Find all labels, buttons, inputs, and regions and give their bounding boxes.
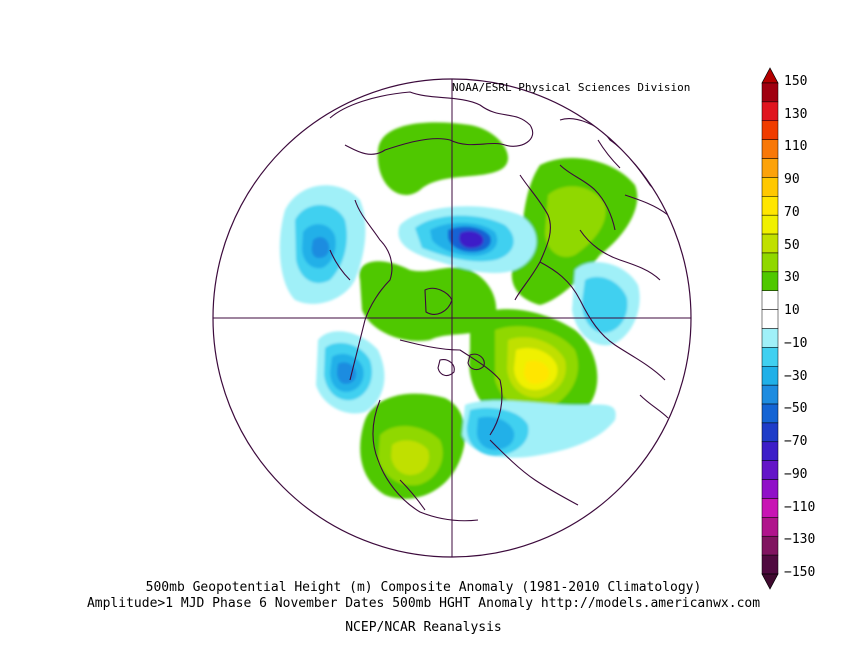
colorbar-swatch	[761, 366, 779, 386]
colorbar-swatch	[761, 422, 779, 443]
colorbar-swatch	[761, 177, 779, 197]
colorbar-tick-label: −130	[784, 532, 816, 548]
colorbar-swatch	[761, 233, 779, 254]
colorbar-swatch	[761, 498, 779, 518]
colorbar-swatch	[761, 384, 779, 405]
colorbar-tick-label: −110	[784, 499, 816, 515]
colorbar-swatch	[761, 479, 779, 499]
colorbar-tick-label: 70	[784, 204, 800, 220]
colorbar-tick-label: −10	[784, 335, 808, 351]
colorbar-swatch	[761, 120, 779, 140]
colorbar-tick-label: 150	[784, 74, 808, 89]
colorbar-swatch	[761, 139, 779, 159]
colorbar-swatch	[761, 441, 779, 461]
colorbar-tick-label: −90	[784, 466, 808, 482]
colorbar-tick-label: 10	[784, 303, 800, 319]
colorbar-tick-label: 90	[784, 172, 800, 188]
colorbar-swatch	[761, 517, 779, 537]
colorbar-swatch	[761, 158, 779, 178]
colorbar-swatch	[761, 271, 779, 291]
colorbar-tick-label: −30	[784, 368, 808, 384]
colorbar-bottom-arrow	[761, 573, 779, 590]
credit-text: NOAA/ESRL Physical Sciences Division	[452, 81, 691, 94]
colorbar-tick-label: 50	[784, 237, 800, 253]
anomaly-green-north	[377, 122, 509, 196]
polar-map	[213, 79, 691, 557]
colorbar-tick-label: −150	[784, 565, 816, 580]
anomaly-shading	[279, 122, 640, 499]
colorbar-tick-label: −70	[784, 434, 808, 450]
colorbar-tick-label: 110	[784, 139, 808, 155]
colorbar-swatch	[761, 554, 779, 575]
map-border	[212, 78, 692, 558]
colorbar-swatch	[761, 82, 779, 103]
colorbar-tick-label: 130	[784, 106, 808, 122]
colorbar-swatch	[761, 347, 779, 367]
colorbar-swatch	[761, 214, 779, 235]
colorbar-swatch	[761, 403, 779, 424]
colorbar-swatch	[761, 290, 779, 310]
colorbar-swatch	[761, 328, 779, 348]
colorbar-swatch	[761, 309, 779, 329]
caption-line-1: 500mb Geopotential Height (m) Composite …	[145, 580, 702, 595]
colorbar	[761, 67, 779, 590]
colorbar-top-arrow	[761, 67, 779, 84]
anomaly-green-pole	[359, 261, 497, 341]
colorbar-tick-label: 30	[784, 270, 800, 286]
colorbar-tick-label: −50	[784, 401, 808, 417]
colorbar-swatch	[761, 252, 779, 273]
colorbar-swatch	[761, 101, 779, 122]
caption-line-2: Amplitude>1 MJD Phase 6 November Dates 5…	[86, 596, 761, 611]
colorbar-swatch	[761, 535, 779, 556]
colorbar-swatch	[761, 196, 779, 216]
colorbar-swatch	[761, 460, 779, 480]
caption-line-3: NCEP/NCAR Reanalysis	[345, 620, 502, 635]
